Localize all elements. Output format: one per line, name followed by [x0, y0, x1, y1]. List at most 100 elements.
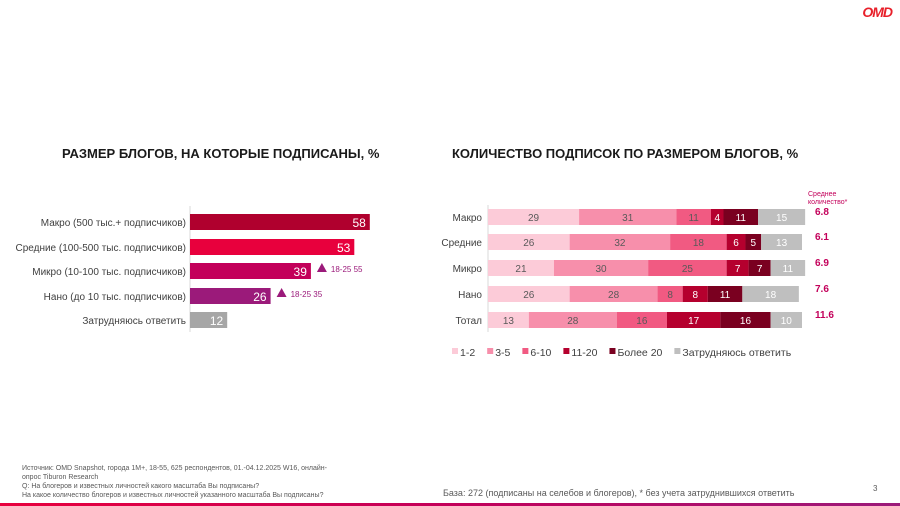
segment-value-label: 11	[720, 290, 731, 301]
segment-value-label: 28	[567, 316, 579, 327]
legend-swatch	[452, 348, 458, 354]
bar	[190, 263, 311, 279]
stacked-segment	[770, 312, 802, 328]
side-header: Среднее	[808, 191, 837, 198]
legend-swatch	[487, 348, 494, 354]
legend-label: 1-2	[460, 347, 475, 359]
segment-value-label: 32	[614, 238, 626, 249]
average-value: 6.1	[815, 232, 829, 243]
segment-value-label: 18	[693, 238, 705, 249]
question-line: На какое количество блогеров и известных…	[22, 492, 324, 499]
segment-value-label: 15	[776, 213, 788, 224]
category-label: Макро	[452, 213, 482, 224]
legend-swatch	[674, 348, 681, 354]
average-value: 7.6	[815, 284, 829, 295]
stacked-segment	[745, 234, 762, 250]
omd-logo: OMD	[862, 4, 893, 20]
stacked-segment	[616, 312, 667, 328]
stacked-segment	[742, 286, 799, 302]
bar	[190, 214, 370, 230]
segment-value-label: 26	[523, 290, 535, 301]
category-label: Тотал	[455, 316, 482, 327]
category-label: Нано (до 10 тыс. подписчиков)	[44, 292, 186, 303]
stacked-segment	[579, 209, 677, 225]
question-line: Q: На блогеров и известных личностей как…	[22, 483, 260, 490]
page-number: 3	[873, 484, 878, 493]
segment-value-label: 31	[622, 213, 634, 224]
segment-value-label: 16	[636, 316, 648, 327]
base-note: База: 272 (подписаны на селебов и блогер…	[443, 488, 795, 498]
bottom-accent-line	[0, 503, 900, 506]
bar	[190, 239, 355, 255]
category-label: Средние	[441, 238, 482, 249]
segment-value-label: 11	[688, 213, 699, 224]
stacked-segment	[648, 260, 727, 276]
average-value: 6.8	[815, 207, 829, 218]
segment-value-label: 13	[776, 238, 788, 249]
stacked-segment	[748, 260, 771, 276]
legend-swatch	[563, 348, 570, 354]
segment-value-label: 10	[781, 316, 793, 327]
stacked-segment	[761, 234, 802, 250]
segment-value-label: 13	[503, 316, 515, 327]
stacked-segment	[488, 312, 529, 328]
stacked-segment	[553, 260, 649, 276]
segment-value-label: 26	[523, 238, 535, 249]
stacked-segment	[666, 312, 721, 328]
stacked-segment	[488, 260, 554, 276]
legend-label: 6-10	[530, 347, 551, 359]
annotation-label: 18-25 35	[291, 290, 323, 299]
stacked-segment	[670, 234, 727, 250]
category-label: Микро	[453, 264, 483, 275]
stacked-segment	[569, 234, 671, 250]
side-header: количество*	[808, 199, 848, 206]
segment-value-label: 6	[733, 238, 739, 249]
source-line: опрос Tiburon Research	[22, 474, 99, 481]
segment-value-label: 30	[595, 264, 607, 275]
bar	[190, 288, 271, 304]
stacked-segment	[676, 209, 711, 225]
category-label: Макро (500 тыс.+ подписчиков)	[41, 218, 186, 229]
triangle-up-icon	[276, 288, 287, 297]
bar	[190, 312, 228, 328]
legend-label: 11-20	[571, 347, 597, 359]
segment-value-label: 18	[765, 290, 777, 301]
bar-value-label: 58	[352, 216, 366, 230]
segment-value-label: 7	[735, 264, 741, 275]
stacked-segment	[726, 260, 749, 276]
segment-value-label: 28	[608, 290, 620, 301]
stacked-segment	[528, 312, 617, 328]
bar-value-label: 53	[337, 241, 351, 255]
stacked-segment	[723, 209, 759, 225]
segment-value-label: 17	[688, 316, 700, 327]
annotation-label: 18-25 55	[331, 265, 363, 274]
legend-label: Затрудняюсь ответить	[682, 347, 791, 359]
bar-value-label: 26	[253, 290, 267, 304]
stacked-segment	[726, 234, 746, 250]
stacked-segment	[488, 286, 570, 302]
stacked-segment	[720, 312, 771, 328]
stacked-segment	[682, 286, 708, 302]
segment-value-label: 8	[667, 290, 673, 301]
left-chart-title: РАЗМЕР БЛОГОВ, НА КОТОРЫЕ ПОДПИСАНЫ, %	[62, 146, 380, 161]
bar-value-label: 39	[294, 265, 308, 279]
stacked-segment	[758, 209, 806, 225]
legend-label: 3-5	[495, 347, 510, 359]
stacked-segment	[488, 234, 570, 250]
stacked-segment	[710, 209, 724, 225]
average-value: 6.9	[815, 258, 829, 269]
category-label: Микро (10-100 тыс. подписчиков)	[32, 267, 186, 278]
category-label: Затрудняюсь ответить	[82, 316, 186, 327]
stacked-segment	[657, 286, 683, 302]
segment-value-label: 4	[714, 213, 720, 224]
triangle-up-icon	[316, 263, 327, 272]
category-label: Нано	[458, 290, 482, 301]
average-value: 11.6	[815, 310, 834, 321]
segment-value-label: 11	[736, 213, 747, 224]
legend-label: Более 20	[617, 347, 662, 359]
legend-swatch	[522, 348, 529, 354]
segment-value-label: 16	[740, 316, 752, 327]
bar-value-label: 12	[210, 314, 224, 328]
segment-value-label: 29	[528, 213, 540, 224]
